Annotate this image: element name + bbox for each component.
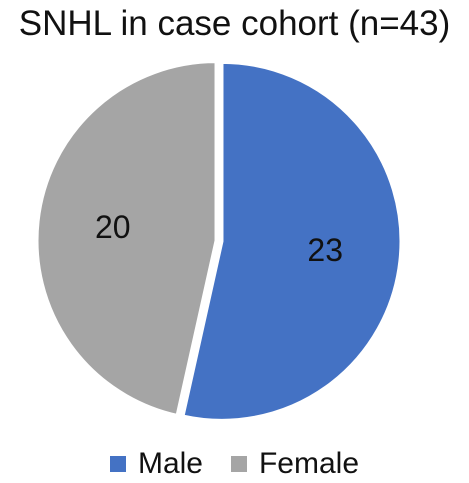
chart-title: SNHL in case cohort (n=43) <box>18 4 451 43</box>
data-label-female: 20 <box>95 209 131 245</box>
pie-slice-male <box>181 60 403 422</box>
legend-swatch-female <box>230 456 247 472</box>
legend-label-male: Male <box>137 447 203 480</box>
chart-legend: Male Female <box>0 446 469 482</box>
legend-item-female: Female <box>230 446 360 482</box>
pie-slice-female <box>35 60 218 418</box>
pie-slices <box>35 60 403 422</box>
legend-swatch-male <box>109 456 126 472</box>
data-label-male: 23 <box>307 232 343 268</box>
legend-item-male: Male <box>109 446 203 482</box>
pie-data-labels: 23 20 <box>95 209 343 268</box>
legend-label-female: Female <box>258 447 360 480</box>
